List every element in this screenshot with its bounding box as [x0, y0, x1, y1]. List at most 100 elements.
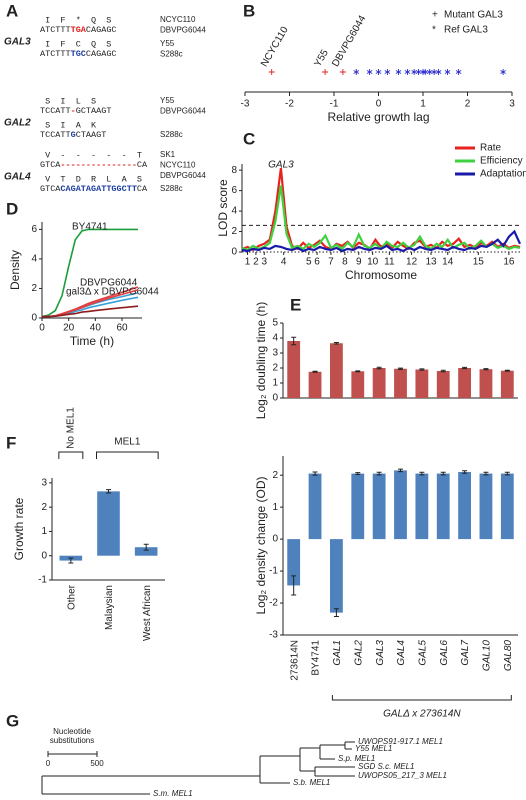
sequence-segment: GTCA — [40, 160, 61, 170]
error-bar — [333, 342, 339, 345]
bar — [458, 471, 471, 540]
strain: DBVPG6044 — [160, 26, 206, 35]
strain: NCYC110 — [160, 161, 196, 170]
x-tick-label: 7 — [328, 257, 334, 268]
x-tick-label: 20 — [63, 323, 75, 334]
x-tick-label: 6 — [314, 257, 320, 268]
scale-label: Nucleotide — [53, 727, 91, 736]
x-tick-label: BY4741 — [311, 640, 322, 676]
x-tick-label: 15 — [473, 257, 485, 268]
point — [444, 69, 451, 75]
x-tick-label: 4 — [281, 257, 287, 268]
x-tick-label: 40 — [90, 323, 102, 334]
bar — [479, 369, 493, 398]
x-tick-label: GAL2 — [353, 640, 364, 666]
bar — [500, 370, 514, 398]
error-bar — [419, 471, 425, 476]
scale-tick-label: 500 — [90, 759, 104, 768]
error-bar — [504, 471, 510, 476]
gene-name: GAL2 — [4, 118, 31, 129]
y-axis-label: Density — [8, 250, 22, 290]
bar — [458, 368, 471, 398]
y-tick-label: 6 — [231, 185, 237, 196]
x-tick-label: 11 — [384, 257, 395, 268]
y-tick-label: 0 — [31, 313, 37, 324]
point-label: Y55 — [312, 48, 331, 69]
y-tick-label: 1 — [272, 378, 278, 389]
error-bar — [440, 369, 446, 373]
x-tick-label: GAL3 — [375, 640, 386, 666]
bar — [415, 473, 429, 540]
bar — [479, 473, 493, 540]
x-tick-label: GAL4 — [396, 640, 407, 666]
x-tick-label: 1 — [245, 257, 251, 268]
x-tick-label: 0 — [39, 323, 45, 334]
x-tick-label: GAL1 — [332, 640, 343, 666]
x-tick-label: Other — [66, 584, 77, 610]
error-bar — [68, 557, 74, 564]
error-bar — [106, 489, 111, 494]
point — [426, 69, 433, 75]
amino-acids: S I L S — [45, 96, 96, 106]
bar — [436, 473, 450, 540]
sequence-segment: CAGATAGATTGGCTT — [60, 184, 137, 194]
legend-label: Adaptation — [480, 169, 526, 180]
gene-name: GAL4 — [4, 172, 31, 183]
x-tick-label: 10 — [367, 257, 379, 268]
sequence-segment: TCCATT — [40, 130, 71, 140]
x-tick-label: -1 — [330, 99, 339, 110]
leaf-label: SGD S.c. MEL1 — [358, 762, 414, 771]
x-axis-label: Time (h) — [70, 334, 114, 348]
x-tick-label: 12 — [406, 257, 418, 268]
strain: DBVPG6044 — [160, 171, 206, 180]
scale-label: substitutions — [50, 736, 94, 745]
sequence-segment: - — [71, 106, 76, 116]
x-tick-label: 5 — [306, 257, 312, 268]
y-tick-label: -2 — [269, 598, 278, 609]
error-bar — [398, 468, 403, 473]
x-tick-label: -3 — [241, 99, 250, 110]
bar — [134, 547, 158, 556]
x-tick-label: 273614N — [289, 640, 300, 681]
series-label: gal3Δ x DBVPG6044 — [66, 287, 159, 298]
y-tick-label: 2 — [272, 470, 278, 481]
leaf-label: UWOPS05_217_3 MEL1 — [358, 771, 447, 780]
y-tick-label: 0 — [231, 247, 237, 258]
sequence-segment: TGC — [71, 49, 86, 59]
y-tick-label: 4 — [31, 254, 37, 265]
x-tick-label: 0 — [376, 99, 382, 110]
y-tick-label: 2 — [41, 502, 47, 513]
panel-label: F — [6, 433, 16, 452]
series-line — [42, 305, 139, 318]
sequence: ATCTTTTGACAGAGC — [40, 25, 117, 35]
y-tick-label: 4 — [272, 333, 278, 344]
bar — [394, 470, 407, 540]
y-tick-label: 3 — [272, 348, 278, 359]
x-tick-label: GAL7 — [460, 640, 471, 666]
legend-label: Ref GAL3 — [444, 25, 488, 36]
error-bar — [398, 367, 403, 370]
x-tick-label: 16 — [503, 257, 515, 268]
series-label: DBVPG6044 — [80, 278, 138, 289]
x-tick-label: Malaysian — [104, 585, 115, 630]
x-tick-label: 3 — [509, 99, 515, 110]
series-line — [41, 228, 138, 318]
bar — [287, 539, 301, 586]
point — [404, 69, 411, 75]
sequence: GTCACAGATAGATTGGCTTCA — [40, 184, 148, 194]
error-bar — [504, 369, 510, 372]
sequence-segment: --------------- — [60, 160, 137, 170]
point — [395, 69, 402, 75]
amino-acids: I F C Q S — [45, 39, 111, 49]
panel-label: B — [243, 1, 255, 20]
group-bracket — [58, 451, 84, 459]
point — [366, 69, 373, 75]
x-tick-label: -2 — [285, 99, 294, 110]
y-tick-label: 2 — [272, 363, 278, 374]
point — [322, 69, 329, 75]
bar — [372, 473, 386, 540]
x-tick-label: 8 — [342, 257, 348, 268]
bar — [415, 369, 429, 398]
error-bar — [291, 336, 297, 346]
x-tick-label: 60 — [116, 323, 128, 334]
